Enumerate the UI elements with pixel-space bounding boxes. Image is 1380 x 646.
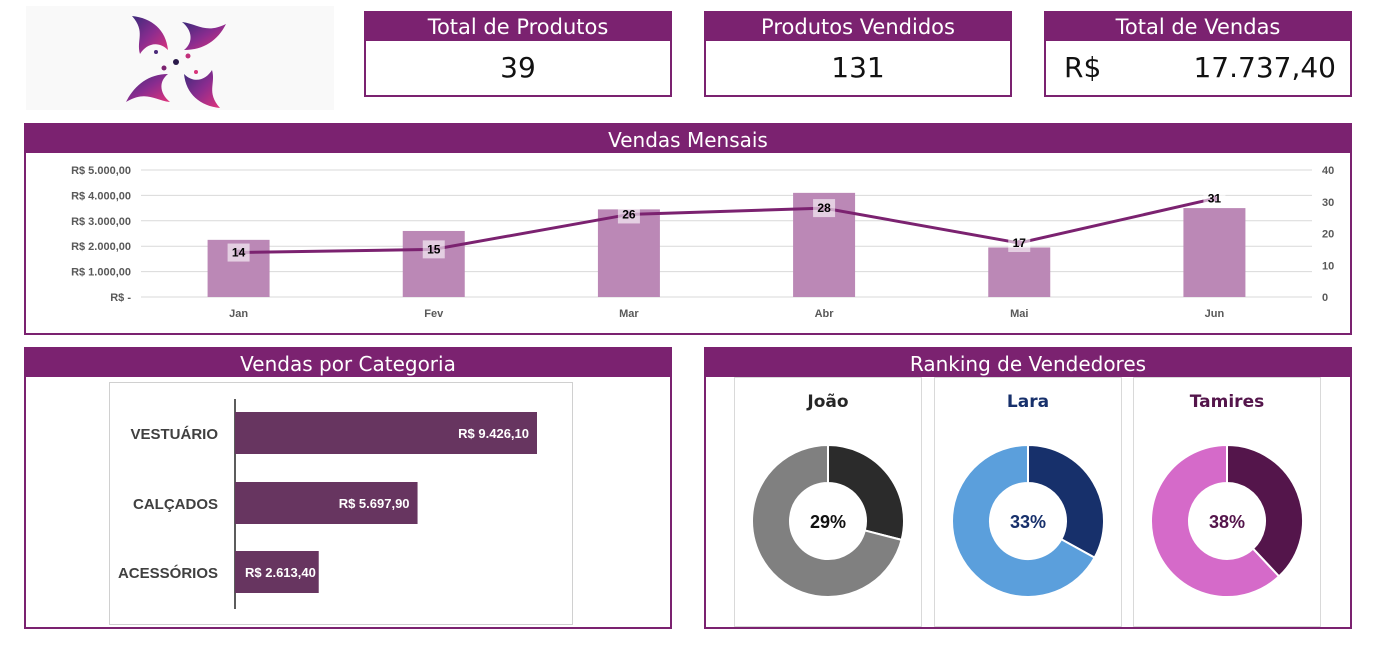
data-label-bg: [1008, 234, 1031, 253]
category-value-label: R$ 9.426,10: [458, 426, 529, 441]
quantity-data-label: 17: [1013, 236, 1027, 250]
kpi-title: Produtos Vendidos: [706, 13, 1010, 41]
donut-percent-label: 33%: [1010, 512, 1046, 532]
y-left-tick: R$ 5.000,00: [71, 165, 131, 177]
kpi-total-produtos: Total de Produtos 39: [364, 11, 672, 97]
category-label: CALÇADOS: [133, 496, 218, 513]
category-bar: [235, 412, 537, 454]
monthly-sales-chart: R$ 5.000,00 R$ 4.000,00 R$ 3.000,00 R$ 2.00…: [71, 165, 1334, 320]
kpi-title: Total de Produtos: [366, 13, 670, 41]
y-left-tick: R$ 2.000,00: [71, 241, 131, 253]
monthly-sales-panel: Vendas Mensais R$ 5.000,00 R$ 4.000,00 R$ …: [24, 123, 1352, 335]
data-label-bg: [422, 240, 445, 259]
x-tick-label: Mar: [619, 308, 639, 320]
seller-card-lara: Lara 33%: [934, 377, 1122, 627]
donut-slice-seller: [827, 444, 905, 542]
bar-jun: [1183, 208, 1246, 297]
x-tick-label: Mai: [1010, 308, 1028, 320]
kpi-value: 131: [831, 51, 885, 84]
quantity-line: [238, 197, 1215, 255]
quantity-data-label: 26: [622, 207, 636, 221]
category-label: ACESSÓRIOS: [118, 564, 218, 582]
data-label-bg: [617, 205, 640, 224]
bar-mai: [988, 247, 1051, 297]
category-label: VESTUÁRIO: [130, 426, 218, 443]
donut-slice-seller: [1027, 444, 1105, 559]
quantity-data-label: 31: [1208, 192, 1222, 206]
y-left-tick: R$ 1.000,00: [71, 267, 131, 279]
x-tick-label: Abr: [815, 308, 835, 320]
y-right-tick: 0: [1322, 292, 1328, 304]
y-right-tick: 20: [1322, 229, 1334, 241]
category-chart-frame: VESTUÁRIO R$ 9.426,10 CALÇADOS R$ 5.697,90 A…: [109, 382, 573, 625]
donut-slice-others: [1150, 444, 1281, 598]
y-right-tick: 40: [1322, 165, 1334, 177]
seller-card-tamires: Tamires 38%: [1133, 377, 1321, 627]
category-sales-chart: VESTUÁRIO R$ 9.426,10 CALÇADOS R$ 5.697,90 A…: [118, 399, 537, 609]
seller-donut-chart: 38%: [1150, 444, 1304, 598]
donut-slice-seller: [1226, 444, 1304, 578]
category-sales-panel: Vendas por Categoria VESTUÁRIO R$ 9.426,1…: [24, 347, 672, 629]
brand-logo-icon: [126, 16, 226, 108]
quantity-data-label: 28: [817, 201, 831, 215]
logo-area: [26, 6, 334, 110]
data-label-bg: [813, 199, 836, 218]
kpi-total-vendas: Total de Vendas R$ 17.737,40: [1044, 11, 1352, 97]
y-right-tick: 30: [1322, 197, 1334, 209]
panel-title: Ranking de Vendedores: [706, 349, 1350, 377]
donut-slice-others: [951, 444, 1096, 598]
seller-donut-chart: 29%: [751, 444, 905, 598]
kpi-produtos-vendidos: Produtos Vendidos 131: [704, 11, 1012, 97]
donut-percent-label: 38%: [1209, 512, 1245, 532]
seller-donut-chart: 33%: [951, 444, 1105, 598]
x-tick-label: Jun: [1205, 308, 1225, 320]
seller-name: Lara: [1006, 392, 1050, 412]
kpi-value: R$ 17.737,40: [1046, 41, 1350, 95]
x-tick-label: Fev: [424, 308, 444, 320]
donut-slice-others: [751, 444, 903, 598]
x-tick-label: Jan: [229, 308, 248, 320]
seller-ranking-panel: Ranking de Vendedores João 29% Lara 33% …: [704, 347, 1352, 629]
seller-name: João: [807, 392, 849, 412]
panel-title: Vendas Mensais: [26, 125, 1350, 153]
category-bar: [235, 482, 418, 524]
quantity-data-label: 14: [232, 246, 246, 260]
y-left-tick: R$ 4.000,00: [71, 190, 131, 202]
category-bar: [235, 551, 319, 593]
kpi-title: Total de Vendas: [1046, 13, 1350, 41]
category-value-label: R$ 5.697,90: [339, 496, 410, 511]
data-label-bg: [227, 243, 250, 262]
donut-percent-label: 29%: [810, 512, 846, 532]
currency-symbol: R$: [1064, 51, 1102, 84]
panel-title: Vendas por Categoria: [26, 349, 670, 377]
total-vendas-amount: 17.737,40: [1193, 51, 1336, 84]
seller-name: Tamires: [1189, 392, 1265, 412]
kpi-value: 39: [500, 51, 536, 84]
y-left-tick: R$ 3.000,00: [71, 216, 131, 228]
y-left-tick: R$ -: [110, 292, 131, 304]
y-right-tick: 10: [1322, 260, 1334, 272]
quantity-data-label: 15: [427, 242, 441, 256]
category-value-label: R$ 2.613,40: [245, 565, 316, 580]
seller-card-joao: João 29%: [734, 377, 922, 627]
data-label-bg: [1203, 189, 1226, 208]
bar-mar: [597, 209, 660, 297]
